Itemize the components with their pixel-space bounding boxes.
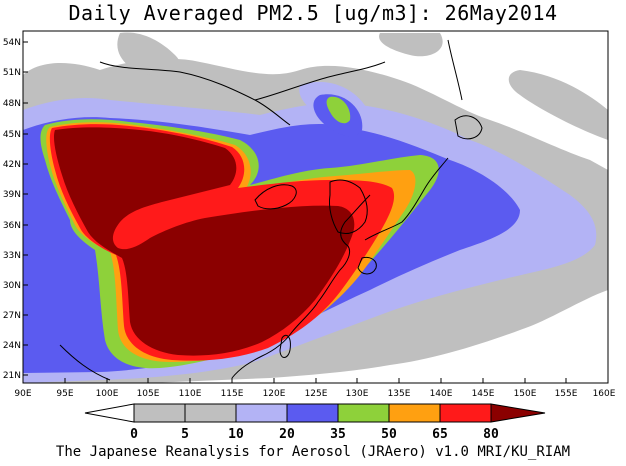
lon-label: 145E <box>472 389 495 399</box>
legend-swatch <box>337 403 390 423</box>
level-5-region-ne <box>379 33 443 57</box>
taiwan <box>279 334 291 358</box>
footer-credit: The Japanese Reanalysis for Aerosol (JRA… <box>55 444 571 460</box>
lat-label: 36N <box>3 221 21 231</box>
legend-label: 80 <box>483 427 499 442</box>
lon-label: 100E <box>96 389 119 399</box>
legend-arrow-high <box>490 403 546 423</box>
lat-label: 51N <box>3 68 21 78</box>
lon-label: 115E <box>221 389 244 399</box>
mongolia-border <box>99 61 291 126</box>
lat-label: 27N <box>3 311 21 321</box>
lon-label: 105E <box>137 389 160 399</box>
russia-border <box>254 61 386 101</box>
china-korea-coast <box>231 194 371 379</box>
lon-label: 110E <box>179 389 202 399</box>
level-35-region-ne <box>326 96 351 124</box>
lon-label: 160E <box>593 389 616 399</box>
legend-swatch <box>388 403 441 423</box>
lat-label: 24N <box>3 341 21 351</box>
legend-arrow-low <box>84 403 135 423</box>
lat-label: 48N <box>3 99 21 109</box>
lat-tick-labels: 21N 24N 27N 30N 33N 36N 39N 42N 45N 48N … <box>3 38 21 381</box>
legend-label: 20 <box>279 427 295 442</box>
lon-label: 150E <box>514 389 537 399</box>
bohai-coast <box>254 184 297 210</box>
lat-label: 45N <box>3 130 21 140</box>
legend-label: 10 <box>228 427 244 442</box>
lat-label: 30N <box>3 281 21 291</box>
legend-label: 0 <box>130 427 138 442</box>
japan-honshu <box>364 157 449 241</box>
color-legend <box>84 403 546 423</box>
level-80-region <box>53 127 355 356</box>
legend-swatch <box>133 403 186 423</box>
lon-label: 155E <box>555 389 578 399</box>
legend-label: 5 <box>181 427 189 442</box>
lat-label: 42N <box>3 160 21 170</box>
lon-label: 120E <box>263 389 286 399</box>
lon-ticks <box>22 378 609 383</box>
lon-label: 125E <box>305 389 328 399</box>
hokkaido <box>454 115 483 140</box>
legend-labels: 0 5 10 20 35 50 65 80 <box>130 427 499 442</box>
pm25-concentration-field <box>23 32 608 383</box>
legend-label: 35 <box>330 427 346 442</box>
lat-ticks <box>23 41 28 376</box>
indochina-coast <box>59 344 111 381</box>
lon-label: 130E <box>346 389 369 399</box>
lat-label: 39N <box>3 190 21 200</box>
lon-tick-labels: 90E 95E 100E 105E 110E 115E 120E 125E 13… <box>14 389 615 399</box>
legend-label: 50 <box>381 427 397 442</box>
japan-kyushu <box>357 257 377 275</box>
lon-label: 140E <box>430 389 453 399</box>
lat-label: 21N <box>3 371 21 381</box>
lat-label: 54N <box>3 38 21 48</box>
lon-label: 90E <box>14 389 31 399</box>
korea-peninsula <box>329 179 368 235</box>
map-title: Daily Averaged PM2.5 [ug/m3]: 26May2014 <box>68 1 558 25</box>
legend-swatch <box>235 403 288 423</box>
lon-label: 95E <box>56 389 73 399</box>
lon-label: 135E <box>388 389 411 399</box>
level-5-region-north <box>117 32 181 77</box>
lat-label: 33N <box>3 251 21 261</box>
level-5-region-pacific <box>508 70 608 140</box>
sakhalin <box>447 39 463 101</box>
legend-swatch <box>184 403 237 423</box>
legend-label: 65 <box>432 427 448 442</box>
coastlines <box>59 39 483 381</box>
legend-swatch <box>286 403 339 423</box>
legend-swatch <box>439 403 492 423</box>
